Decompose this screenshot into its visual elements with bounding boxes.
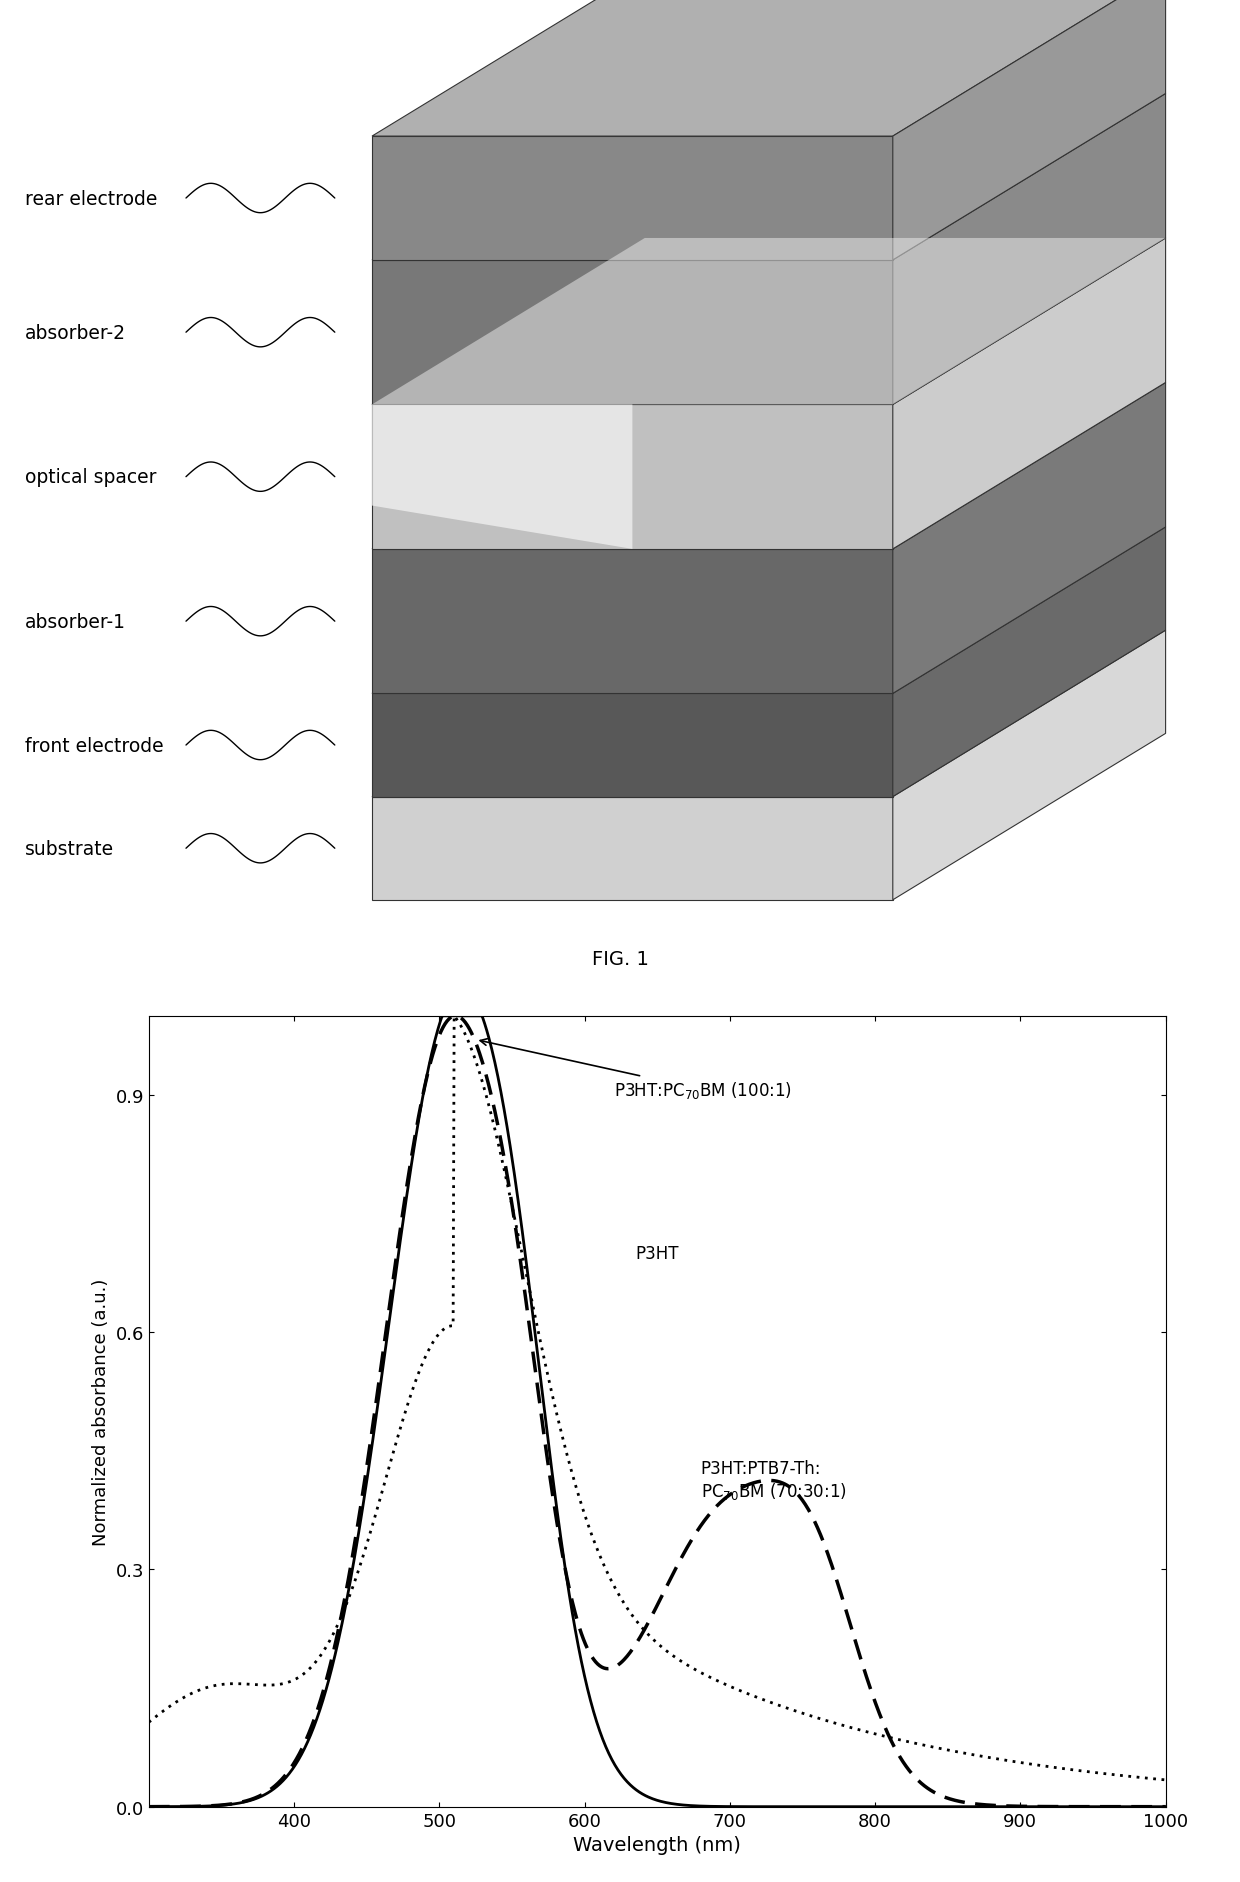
Text: optical spacer: optical spacer xyxy=(25,469,156,487)
Polygon shape xyxy=(372,550,893,694)
Polygon shape xyxy=(372,137,893,262)
Polygon shape xyxy=(372,0,1166,137)
Text: P3HT: P3HT xyxy=(635,1244,680,1263)
X-axis label: Wavelength (nm): Wavelength (nm) xyxy=(573,1835,742,1854)
Text: substrate: substrate xyxy=(25,839,114,858)
Polygon shape xyxy=(893,0,1166,262)
Y-axis label: Normalized absorbance (a.u.): Normalized absorbance (a.u.) xyxy=(92,1278,110,1545)
Polygon shape xyxy=(372,239,1166,405)
Polygon shape xyxy=(893,94,1166,405)
Polygon shape xyxy=(893,384,1166,694)
Text: absorber-2: absorber-2 xyxy=(25,324,125,343)
Text: FIG. 1: FIG. 1 xyxy=(591,950,649,969)
Polygon shape xyxy=(372,405,893,550)
Text: P3HT:PTB7-Th:
PC$_{70}$BM (70:30:1): P3HT:PTB7-Th: PC$_{70}$BM (70:30:1) xyxy=(701,1459,847,1502)
Polygon shape xyxy=(372,694,893,798)
Text: rear electrode: rear electrode xyxy=(25,190,157,209)
Text: P3HT:PC$_{70}$BM (100:1): P3HT:PC$_{70}$BM (100:1) xyxy=(480,1039,791,1101)
Text: front electrode: front electrode xyxy=(25,736,164,755)
Polygon shape xyxy=(372,94,1166,262)
Polygon shape xyxy=(372,405,632,550)
Polygon shape xyxy=(372,262,893,405)
Polygon shape xyxy=(372,798,893,900)
Polygon shape xyxy=(372,527,1166,694)
Polygon shape xyxy=(893,527,1166,798)
Polygon shape xyxy=(372,239,1166,405)
Polygon shape xyxy=(893,239,1166,550)
Text: absorber-1: absorber-1 xyxy=(25,612,125,630)
Polygon shape xyxy=(372,384,1166,550)
Polygon shape xyxy=(893,630,1166,900)
Polygon shape xyxy=(372,630,1166,798)
